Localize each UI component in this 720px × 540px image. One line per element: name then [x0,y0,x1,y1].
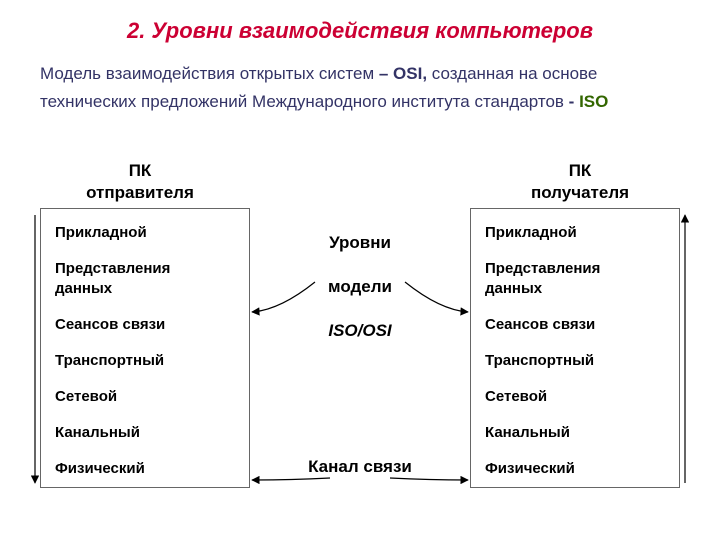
layer-item: Канальный [55,423,241,443]
intro-iso: ISO [579,92,608,111]
layer-item: Представления данных [55,259,241,299]
layer-item: Представления данных [485,259,671,299]
arrow-channel-right [390,478,468,480]
center-model-label: Уровни модели ISO/OSI [260,210,460,342]
layer-item: Транспортный [485,351,671,371]
layer-item: Сетевой [55,387,241,407]
center-model-line2: модели [328,277,392,296]
intro-text-1: Модель взаимодействия открытых систем [40,64,379,83]
slide-root: 2. Уровни взаимодействия компьютеров Мод… [0,0,720,540]
sender-layers-box: Прикладной Представления данных Сеансов … [40,208,250,488]
intro-dash: - [569,92,579,111]
layer-item: Сетевой [485,387,671,407]
header-sender: ПК отправителя [40,160,240,204]
header-receiver: ПК получателя [480,160,680,204]
layer-item: Прикладной [485,223,671,243]
layer-item: Прикладной [55,223,241,243]
layer-item: Физический [55,459,241,479]
intro-osi: – OSI, [379,64,427,83]
arrow-channel-left [252,478,330,480]
center-channel-label: Канал связи [260,456,460,478]
center-model-line3: ISO/OSI [328,321,391,340]
layer-item: Сеансов связи [485,315,671,335]
slide-title: 2. Уровни взаимодействия компьютеров [0,18,720,44]
center-model-line1: Уровни [329,233,391,252]
receiver-layers-box: Прикладной Представления данных Сеансов … [470,208,680,488]
intro-paragraph: Модель взаимодействия открытых систем – … [40,60,680,116]
layer-item: Канальный [485,423,671,443]
layer-item: Физический [485,459,671,479]
layer-item: Сеансов связи [55,315,241,335]
layer-item: Транспортный [55,351,241,371]
